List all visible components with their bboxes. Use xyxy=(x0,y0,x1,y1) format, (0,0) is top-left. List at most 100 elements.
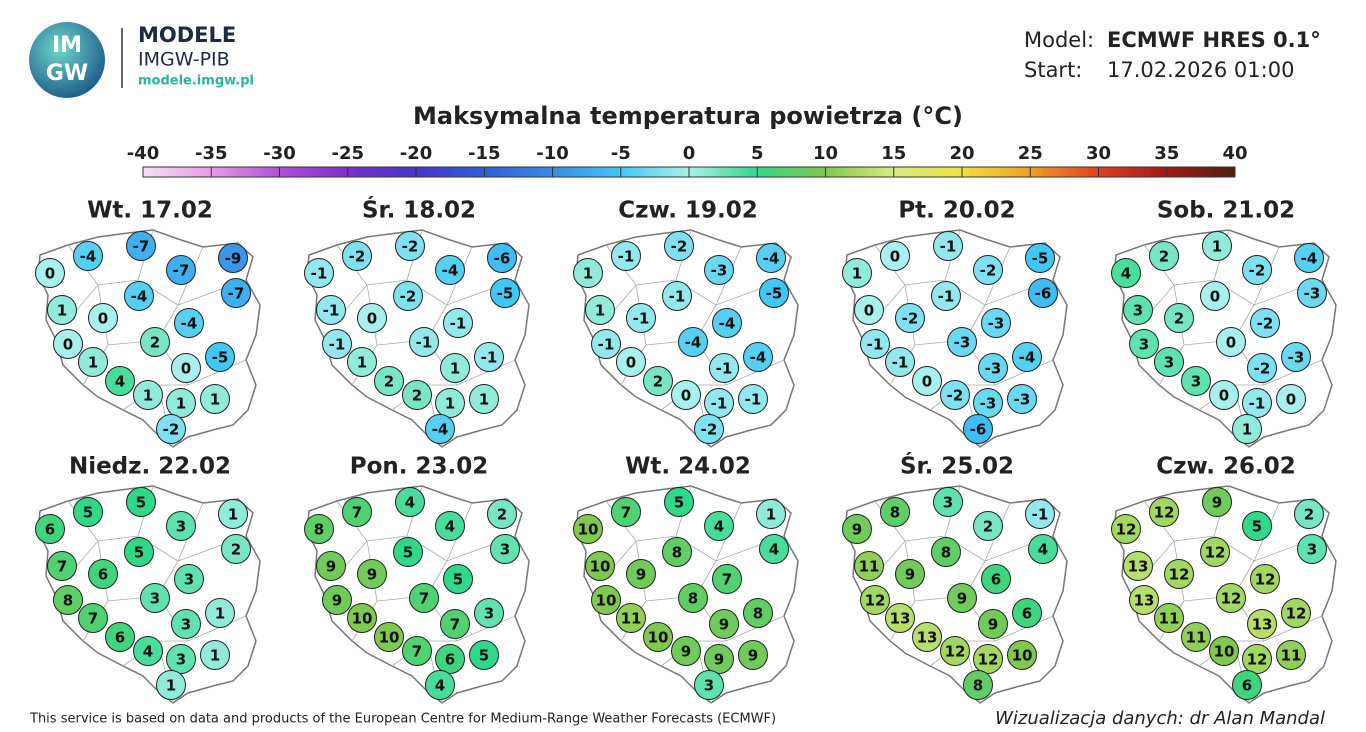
model: ECMWF HRES 0.1° xyxy=(1107,28,1321,52)
temp-marker xyxy=(738,640,768,670)
temp-marker xyxy=(393,281,423,311)
temp-marker xyxy=(1247,609,1277,639)
temp-value: 9 xyxy=(957,590,967,608)
temp-value: 10 xyxy=(578,521,599,539)
temp-marker xyxy=(759,278,789,308)
temp-marker xyxy=(1281,598,1311,628)
temp-value: 2 xyxy=(1159,248,1169,266)
temp-value: -6 xyxy=(970,421,987,439)
temp-marker xyxy=(316,295,346,325)
temp-value: 4 xyxy=(405,494,415,512)
temp-value: -1 xyxy=(481,349,498,367)
temp-value: 1 xyxy=(852,265,862,283)
temp-value: 1 xyxy=(176,395,186,413)
temp-marker xyxy=(395,487,425,517)
temp-marker xyxy=(664,487,694,517)
temp-value: 13 xyxy=(1128,558,1149,576)
temp-marker xyxy=(885,347,915,377)
temp-marker xyxy=(347,603,377,633)
temp-value: 4 xyxy=(445,518,455,536)
temp-marker xyxy=(756,499,786,529)
temp-marker xyxy=(1149,241,1179,271)
temp-value: 12 xyxy=(978,651,999,669)
temp-value: 8 xyxy=(672,544,682,562)
temp-marker xyxy=(1209,380,1239,410)
temp-value: 6 xyxy=(445,651,455,669)
temp-marker xyxy=(342,241,372,271)
temp-value: 0 xyxy=(181,360,191,378)
temp-marker xyxy=(1007,384,1037,414)
temp-value: 11 xyxy=(1281,647,1302,665)
temp-value: 9 xyxy=(748,647,758,665)
temp-marker xyxy=(105,366,135,396)
logo-text: GW xyxy=(46,61,88,86)
temp-value: 12 xyxy=(865,592,886,610)
temp-value: -4 xyxy=(442,262,459,280)
temp-value: -4 xyxy=(181,315,198,333)
temp-marker xyxy=(402,636,432,666)
temp-marker xyxy=(205,598,235,628)
temp-value: 9 xyxy=(332,592,342,610)
temp-value: 3 xyxy=(176,651,186,669)
temp-marker xyxy=(487,243,517,273)
colorbar-tick-label: -5 xyxy=(611,143,631,164)
temp-value: -1 xyxy=(633,310,650,328)
temp-value: 1 xyxy=(215,605,225,623)
temp-marker xyxy=(221,534,251,564)
temp-value: 3 xyxy=(1139,336,1149,354)
temp-value: -2 xyxy=(980,262,997,280)
temp-value: 4 xyxy=(435,677,445,695)
temp-marker xyxy=(1025,243,1055,273)
temp-value: 0 xyxy=(681,387,691,405)
temp-value: -9 xyxy=(225,250,242,268)
temp-value: 8 xyxy=(314,521,324,539)
temp-marker xyxy=(626,559,656,589)
temp-value: 12 xyxy=(1154,504,1175,522)
temp-marker xyxy=(1232,670,1262,700)
temp-value: -1 xyxy=(940,238,957,256)
temp-marker xyxy=(1276,384,1306,414)
temp-marker xyxy=(47,551,77,581)
temp-marker xyxy=(854,295,884,325)
temp-marker xyxy=(1028,534,1058,564)
temp-marker xyxy=(469,640,499,670)
temp-marker xyxy=(174,564,204,594)
temp-value: 2 xyxy=(384,373,394,391)
temp-value: 8 xyxy=(941,544,951,562)
temp-value: 13 xyxy=(1134,592,1155,610)
temp-marker xyxy=(73,241,103,271)
temp-value: 12 xyxy=(1116,521,1137,539)
colorbar-tick-label: 40 xyxy=(1222,143,1247,164)
temp-value: -4 xyxy=(131,288,148,306)
temp-value: -6 xyxy=(1035,285,1052,303)
temp-value: -2 xyxy=(163,421,180,439)
temp-marker xyxy=(616,603,646,633)
colorbar-tick-label: -25 xyxy=(331,143,364,164)
temp-marker xyxy=(973,511,1003,541)
temp-value: 2 xyxy=(497,506,507,524)
temp-marker xyxy=(1297,278,1327,308)
day-label: Pon. 23.02 xyxy=(350,454,489,480)
credit: Wizualizacja danych: dr Alan Mandal xyxy=(995,708,1325,729)
temp-marker xyxy=(611,497,641,527)
temp-value: 5 xyxy=(403,544,413,562)
temp-marker xyxy=(591,329,621,359)
temp-value: 9 xyxy=(636,566,646,584)
temp-value: -3 xyxy=(1288,349,1305,367)
temp-value: -7 xyxy=(173,262,190,280)
temp-marker xyxy=(440,353,470,383)
temp-value: 12 xyxy=(1247,651,1268,669)
temp-marker xyxy=(933,231,963,261)
temp-value: 3 xyxy=(704,677,714,695)
temp-value: -1 xyxy=(867,336,884,354)
temp-marker xyxy=(1242,644,1272,674)
temp-value: -5 xyxy=(1032,250,1049,268)
temp-value: 12 xyxy=(945,643,966,661)
temp-value: 1 xyxy=(479,391,489,409)
temp-marker xyxy=(1202,487,1232,517)
temp-marker xyxy=(912,622,942,652)
temp-marker xyxy=(981,308,1011,338)
temp-marker xyxy=(743,598,773,628)
temp-marker xyxy=(947,583,977,613)
temp-marker xyxy=(53,585,83,615)
